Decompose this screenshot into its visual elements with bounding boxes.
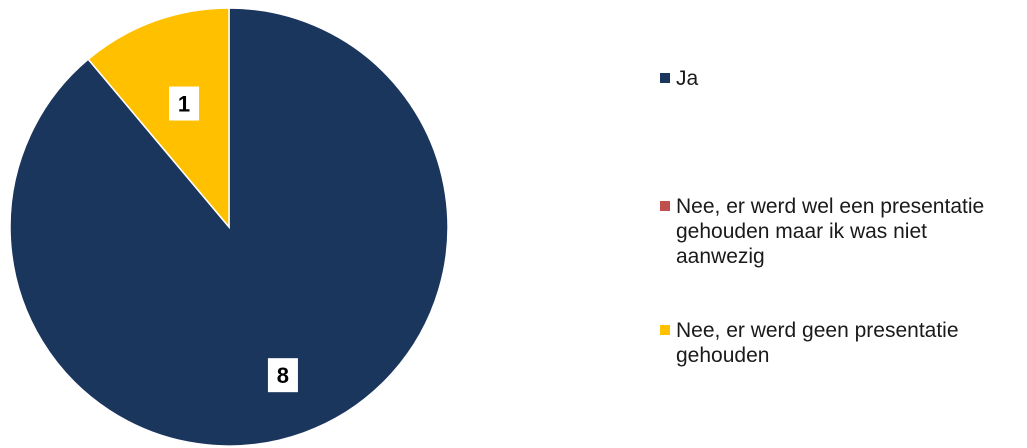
legend-swatch-ja	[660, 73, 670, 83]
legend-item-ja: Ja	[660, 66, 1016, 91]
legend-swatch-nee-geen-presentatie	[660, 325, 670, 335]
legend-item-nee-niet-aanwezig: Nee, er werd wel een presentatie gehoude…	[660, 194, 1016, 269]
data-label-text: 8	[277, 363, 289, 388]
legend-item-nee-geen-presentatie: Nee, er werd geen presentatie gehouden	[660, 318, 1016, 368]
data-label-nee-geen-presentatie: 1	[169, 86, 200, 121]
legend-label-ja: Ja	[676, 67, 699, 90]
data-label-text: 1	[178, 92, 190, 117]
legend-label-nee-niet-aanwezig: Nee, er werd wel een presentatie gehoude…	[676, 195, 985, 268]
legend-label-nee-geen-presentatie: Nee, er werd geen presentatie gehouden	[676, 319, 959, 367]
pie-chart: 81	[9, 7, 449, 447]
pie-slice-nee-geen-presentatie	[87, 7, 230, 230]
data-label-box	[169, 86, 200, 121]
legend: Ja Nee, er werd wel een presentatie geho…	[660, 0, 1027, 448]
legend-swatch-nee-niet-aanwezig	[660, 201, 670, 211]
data-label-box	[267, 358, 298, 393]
data-label-ja: 8	[267, 358, 298, 393]
